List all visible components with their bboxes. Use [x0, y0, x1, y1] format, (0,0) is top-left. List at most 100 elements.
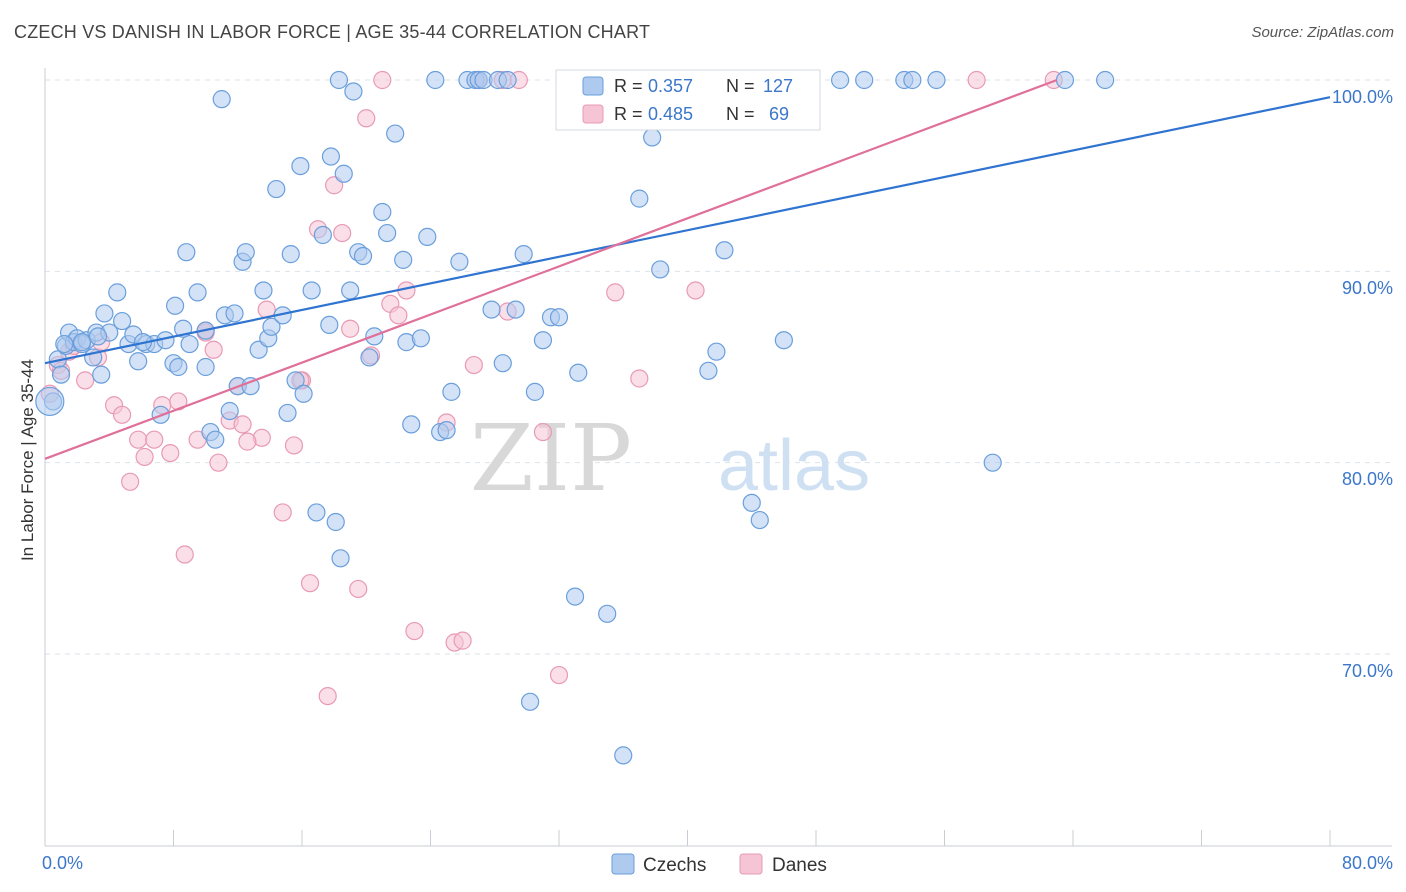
series-legend: Czechs Danes [611, 853, 827, 876]
czechs-point [278, 403, 297, 423]
czechs-point [506, 300, 525, 319]
czechs-point [699, 361, 718, 380]
czechs-point [320, 315, 339, 335]
danes-trend-line [44, 78, 1058, 460]
danes-point [284, 436, 304, 455]
czechs-point [565, 587, 585, 606]
danes-legend-swatch [739, 853, 763, 875]
czechs-point [169, 357, 188, 377]
czechs-point [630, 189, 649, 208]
czechs-point [196, 357, 215, 377]
watermark-zip: ZIP [470, 405, 632, 512]
czechs-point [267, 179, 286, 199]
danes-point [209, 453, 228, 472]
watermark: ZIP atlas [470, 405, 870, 512]
czechs-point [520, 692, 540, 711]
czechs-legend-label: Czechs [643, 855, 706, 876]
trend-lines [44, 78, 1331, 460]
czechs-point [774, 331, 793, 350]
danes-point [533, 422, 553, 442]
czechs-point [55, 334, 74, 354]
czechs-point [307, 503, 326, 522]
czechs-point [498, 70, 517, 90]
czechs-point [830, 70, 850, 90]
czechs-point [715, 241, 734, 260]
danes-point [145, 430, 164, 449]
tick-labels: 70.0% 80.0% 90.0% 100.0% 0.0% 80.0% [42, 87, 1393, 873]
czechs-r-value: 0.357 [648, 76, 693, 96]
axes [44, 68, 1392, 847]
czechs-point [294, 384, 313, 403]
czechs-point [549, 308, 569, 327]
x-tick-label-min: 0.0% [42, 853, 83, 873]
source-credit: Source: ZipAtlas.com [1251, 24, 1394, 41]
czechs-legend-swatch [611, 853, 635, 875]
czechs-point [378, 223, 397, 243]
czechs-point [344, 82, 363, 101]
danes-point [630, 369, 649, 388]
czechs-point [88, 327, 108, 346]
czechs-point [95, 304, 114, 323]
czechs-point [281, 245, 300, 264]
danes-point [161, 444, 180, 463]
czechs-point [206, 430, 225, 449]
czechs-point [341, 281, 360, 300]
danes-point [76, 371, 95, 390]
danes-point [233, 415, 252, 434]
czechs-point [533, 331, 553, 350]
czechs-point [569, 363, 588, 382]
czechs-point [92, 365, 111, 384]
czechs-point [493, 354, 512, 373]
danes-point [300, 574, 320, 593]
czechs-point [262, 317, 281, 336]
danes-point [121, 472, 140, 491]
czechs-point [177, 243, 196, 262]
czechs-point [112, 311, 132, 331]
czechs-point [437, 421, 456, 440]
danes-r-label: R = [614, 104, 643, 124]
czechs-point [108, 283, 127, 302]
czechs-point-large [35, 386, 65, 417]
danes-point [453, 631, 472, 650]
danes-point [318, 686, 337, 706]
danes-point [175, 545, 194, 564]
czechs-r-label: R = [614, 76, 643, 96]
y-tick-label: 100.0% [1332, 87, 1393, 107]
czechs-point [643, 128, 662, 147]
czechs-point [855, 70, 874, 90]
czechs-point [1055, 70, 1075, 90]
czechs-point [329, 70, 349, 90]
chart-title: CZECH VS DANISH IN LABOR FORCE | AGE 35-… [14, 22, 651, 42]
y-tick-label: 90.0% [1342, 278, 1393, 298]
danes-point [112, 405, 132, 424]
danes-point [238, 432, 257, 451]
czechs-point [386, 124, 405, 143]
czechs-point [411, 329, 430, 348]
czechs-point [188, 283, 207, 302]
danes-points [40, 70, 1063, 706]
danes-point [349, 579, 368, 599]
danes-point [204, 340, 223, 359]
gridlines [45, 79, 1395, 655]
czechs-point [180, 334, 199, 354]
czechs-point [334, 164, 353, 183]
danes-point [273, 503, 292, 522]
czechs-point [166, 296, 185, 315]
czechs-point [236, 243, 255, 262]
czechs-point [331, 549, 350, 568]
czechs-point [129, 352, 148, 371]
danes-point [341, 319, 360, 338]
czechs-n-label: N = [726, 76, 755, 96]
czechs-point [360, 348, 379, 367]
danes-n-label: N = [726, 104, 755, 124]
czechs-point [321, 147, 341, 166]
czechs-point [450, 252, 469, 271]
czechs-point [418, 227, 437, 246]
czechs-point [394, 250, 413, 269]
czechs-point [254, 281, 273, 300]
danes-n-value: 69 [769, 104, 789, 124]
czechs-point [598, 604, 617, 623]
danes-stats-swatch [582, 104, 604, 124]
czechs-point [225, 304, 244, 323]
